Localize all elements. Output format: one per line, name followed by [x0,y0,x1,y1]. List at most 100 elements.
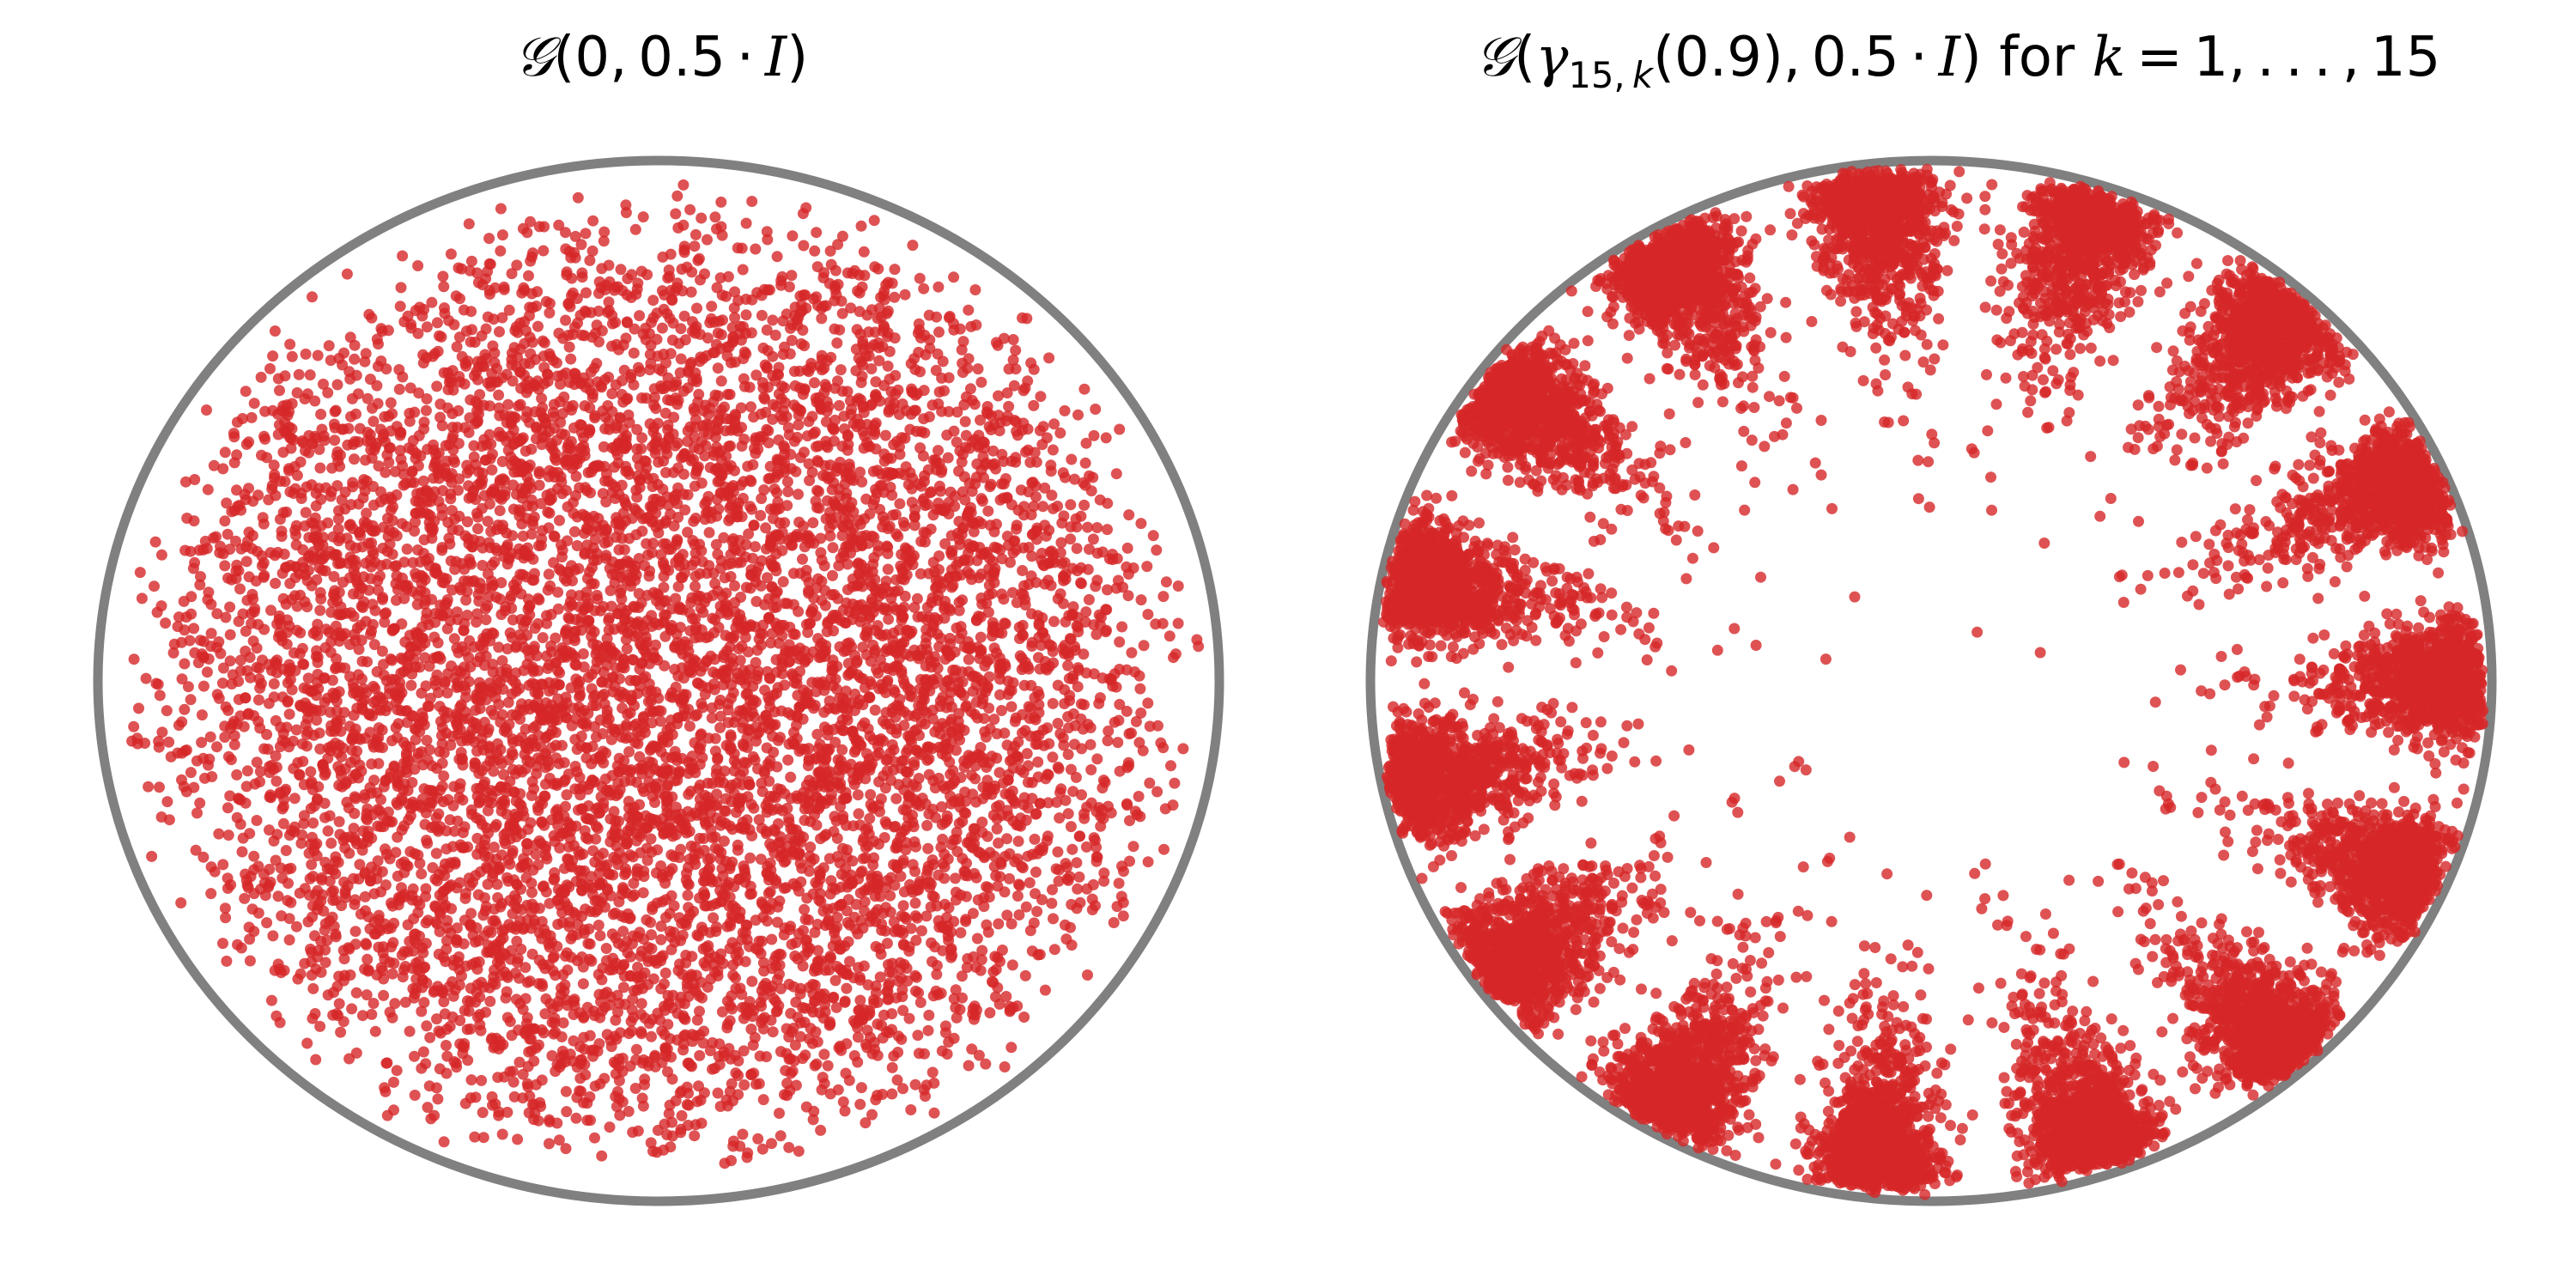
scatter-point [302,564,314,576]
scatter-point [905,1104,917,1115]
scatter-point [641,854,653,866]
scatter-point [629,223,641,235]
scatter-point [600,943,612,954]
scatter-point [807,517,819,529]
scatter-point [281,506,293,518]
scatter-point [852,1031,864,1043]
scatter-point [333,998,345,1010]
scatter-point [1065,499,1077,511]
scatter-point [745,476,757,488]
scatter-point [799,814,811,826]
scatter-point [856,720,868,732]
scatter-point [1012,890,1024,902]
scatter-point [965,320,977,332]
scatter-point [496,655,508,666]
scatter-point [254,766,266,777]
scatter-point [712,362,724,374]
scatter-point [535,539,547,551]
scatter-point [493,389,505,401]
scatter-point [878,770,890,781]
scatter-point [346,392,358,404]
scatter-point [969,823,981,835]
scatter-point [611,989,623,1001]
scatter-point [655,983,667,994]
scatter-point [525,255,537,267]
scatter-point [1012,835,1024,848]
scatter-point [416,1005,428,1018]
scatter-point [368,499,380,511]
scatter-point [310,1054,322,1066]
scatter-point [333,816,345,828]
scatter-point [311,645,323,657]
scatter-point [850,365,862,377]
scatter-point [420,404,432,416]
scatter-point [1001,491,1013,503]
scatter-point [361,803,374,815]
scatter-point [1144,720,1156,732]
scatter-point [404,1025,416,1037]
scatter-point [865,789,877,800]
scatter-point [746,196,758,207]
disk-boundary-left [93,155,1224,1206]
scatter-point [447,1011,459,1023]
scatter-point [483,233,495,245]
scatter-point [631,443,643,455]
scatter-point [1126,647,1138,659]
scatter-point [234,583,246,595]
scatter-point [543,959,555,971]
scatter-point [1054,588,1066,600]
scatter-point [720,805,732,817]
scatter-point [756,786,769,798]
scatter-point [1062,808,1074,820]
scatter-point [894,498,906,510]
scatter-point [1142,609,1154,620]
scatter-point [1029,447,1041,459]
scatter-point [939,898,951,910]
scatter-point [659,609,671,621]
scatter-point [899,289,911,301]
scatter-point [348,823,360,835]
scatter-point [263,697,275,709]
scatter-point [684,204,696,216]
scatter-point [202,593,214,605]
scatter-point [782,486,794,498]
scatter-point [841,267,854,279]
scatter-point [750,243,762,255]
scatter-point [1078,383,1091,395]
scatter-point [360,454,371,466]
scatter-point [1005,1042,1018,1054]
scatter-point [748,802,760,814]
scatter-point [477,818,488,830]
scatter-point [465,1074,477,1086]
scatter-point [526,288,538,300]
scatter-point [973,1049,985,1061]
scatter-point [1018,679,1030,691]
scatter-point [729,286,741,298]
scatter-point [819,599,831,611]
scatter-point [803,981,815,993]
scatter-point [300,348,312,360]
scatter-point [963,642,975,654]
scatter-point [240,386,252,398]
scatter-point [863,691,875,703]
scatter-point [219,902,231,914]
scatter-point [1006,959,1018,971]
scatter-point [560,227,571,239]
scatter-point [636,526,648,538]
scatter-point [677,179,690,191]
scatter-point [785,771,797,783]
scatter-point [897,1083,908,1095]
chart-title-left: 𝒢(0, 0.5 · I) [0,26,1322,89]
scatter-point [432,1093,444,1105]
scatter-point [1079,457,1091,469]
scatter-point [568,526,580,538]
scatter-point [431,317,443,329]
scatter-point [252,694,264,706]
scatter-point [1082,969,1093,981]
scatter-point [219,447,231,459]
scatter-point [926,937,937,949]
scatter-point [388,1104,399,1116]
scatter-point [933,445,944,457]
scatter-point [519,445,532,457]
scatter-point [278,548,290,560]
